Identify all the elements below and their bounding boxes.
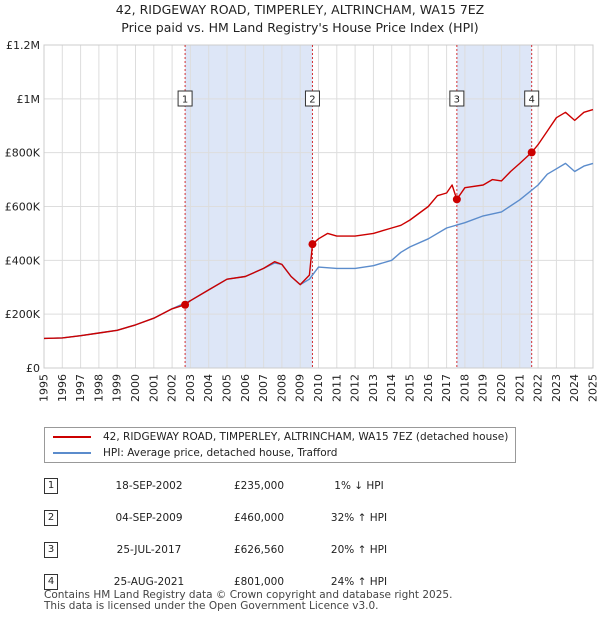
property-price-line xyxy=(43,108,594,340)
x-tick-label: 2002 xyxy=(166,374,179,402)
sale-number: 1 xyxy=(44,470,84,502)
sale-number-badge: 3 xyxy=(44,542,58,558)
x-tick-label: 2017 xyxy=(440,374,453,402)
sale-hpi-change: 24% ↑ HPI xyxy=(330,576,388,588)
footer-copyright: Contains HM Land Registry data © Crown c… xyxy=(44,589,453,601)
sale-number: 4 xyxy=(44,566,84,598)
sale-price: £801,000 xyxy=(233,576,285,588)
x-tick-label: 2010 xyxy=(312,374,325,402)
legend-item-property: 42, RIDGEWAY ROAD, TIMPERLEY, ALTRINCHAM… xyxy=(53,430,508,444)
sale-date: 25-JUL-2017 xyxy=(116,544,182,556)
sale-point xyxy=(452,195,461,204)
sale-marker-label: 4 xyxy=(529,95,535,106)
chart-title-line-2: Price paid vs. HM Land Registry's House … xyxy=(121,20,479,35)
y-tick-label: £600K xyxy=(5,201,41,214)
x-tick-label: 2019 xyxy=(477,374,490,402)
x-tick-label: 1996 xyxy=(56,374,69,402)
legend-swatch-hpi xyxy=(53,452,91,454)
sale-row: 3 25-JUL-2017 £626,560 20% ↑ HPI xyxy=(44,534,414,566)
sale-date: 25-AUG-2021 xyxy=(113,576,185,588)
x-tick-label: 2012 xyxy=(349,374,362,402)
x-tick-label: 2011 xyxy=(330,374,343,402)
legend: 42, RIDGEWAY ROAD, TIMPERLEY, ALTRINCHAM… xyxy=(44,427,516,463)
sale-hpi-change: 1% ↓ HPI xyxy=(334,480,384,492)
x-tick-label: 2015 xyxy=(404,374,417,402)
y-tick-label: £800K xyxy=(5,147,41,160)
sale-marker-box xyxy=(449,90,465,107)
sale-number-badge: 1 xyxy=(44,478,58,494)
sale-point xyxy=(308,240,317,249)
y-tick-label: £0 xyxy=(26,362,40,375)
y-tick-label: £1.2M xyxy=(6,39,40,52)
sale-date: 18-SEP-2002 xyxy=(115,480,183,492)
x-tick-label: 2021 xyxy=(513,374,526,402)
x-tick-label: 2004 xyxy=(202,374,215,402)
x-tick-label: 2001 xyxy=(147,374,160,402)
sale-row: 2 04-SEP-2009 £460,000 32% ↑ HPI xyxy=(44,502,414,534)
sales-table: 1 18-SEP-2002 £235,000 1% ↓ HPI 2 04-SEP-2009… xyxy=(44,470,414,598)
legend-label-hpi: HPI: Average price, detached house, Traf… xyxy=(103,447,338,459)
sale-hpi-change: 20% ↑ HPI xyxy=(330,544,388,556)
x-tick-label: 2024 xyxy=(568,374,581,402)
y-tick-label: £1M xyxy=(17,93,41,106)
sale-number-badge: 2 xyxy=(44,510,58,526)
y-tick-label: £200K xyxy=(5,308,41,321)
sale-point xyxy=(181,300,190,309)
x-tick-label: 1997 xyxy=(74,374,87,402)
x-tick-label: 2016 xyxy=(422,374,435,402)
plot-frame xyxy=(43,44,594,369)
sale-marker-label: 2 xyxy=(309,95,315,106)
x-tick-label: 2020 xyxy=(495,374,508,402)
x-tick-label: 2005 xyxy=(221,374,234,402)
x-tick-label: 2007 xyxy=(257,374,270,402)
footer: Contains HM Land Registry data © Crown c… xyxy=(44,590,452,612)
sale-marker-box xyxy=(304,90,320,107)
x-tick-label: 2000 xyxy=(129,374,142,402)
sale-date: 04-SEP-2009 xyxy=(115,512,183,524)
sale-point xyxy=(527,148,536,157)
legend-label-property: 42, RIDGEWAY ROAD, TIMPERLEY, ALTRINCHAM… xyxy=(103,431,509,443)
sale-hpi-change: 32% ↑ HPI xyxy=(330,512,388,524)
footer-licence: This data is licensed under the Open Gov… xyxy=(44,600,379,612)
sale-price: £235,000 xyxy=(233,480,285,492)
x-tick-label: 2013 xyxy=(367,374,380,402)
x-tick-label: 2008 xyxy=(275,374,288,402)
x-tick-label: 1995 xyxy=(38,374,51,402)
legend-item-hpi: HPI: Average price, detached house, Traf… xyxy=(53,446,337,460)
chart-title-line-1: 42, RIDGEWAY ROAD, TIMPERLEY, ALTRINCHAM… xyxy=(115,2,485,17)
x-tick-label: 1998 xyxy=(92,374,105,402)
sale-number-badge: 4 xyxy=(44,574,58,590)
sale-number: 2 xyxy=(44,502,84,534)
x-tick-label: 2023 xyxy=(550,374,563,402)
x-tick-label: 2014 xyxy=(385,374,398,402)
sale-row: 1 18-SEP-2002 £235,000 1% ↓ HPI xyxy=(44,470,414,502)
sale-price: £460,000 xyxy=(233,512,285,524)
y-tick-label: £400K xyxy=(5,254,41,267)
sale-price: £626,560 xyxy=(233,544,285,556)
x-tick-label: 2009 xyxy=(294,374,307,402)
x-tick-label: 2006 xyxy=(239,374,252,402)
sale-marker-box xyxy=(177,90,193,107)
sale-row: 4 25-AUG-2021 £801,000 24% ↑ HPI xyxy=(44,566,414,598)
x-tick-label: 2025 xyxy=(587,374,600,402)
x-tick-label: 2018 xyxy=(458,374,471,402)
x-tick-label: 2022 xyxy=(532,374,545,402)
legend-swatch-property xyxy=(53,436,91,438)
x-tick-label: 1999 xyxy=(111,374,124,402)
sale-marker-label: 3 xyxy=(454,95,460,106)
sale-marker-label: 1 xyxy=(182,95,188,106)
price-chart: £0 £200K £400K £600K £800K £1M £1.2M 1995 1996 19… xyxy=(5,39,600,402)
x-tick-label: 2003 xyxy=(184,374,197,402)
sale-number: 3 xyxy=(44,534,84,566)
sale-marker-box xyxy=(524,90,540,107)
